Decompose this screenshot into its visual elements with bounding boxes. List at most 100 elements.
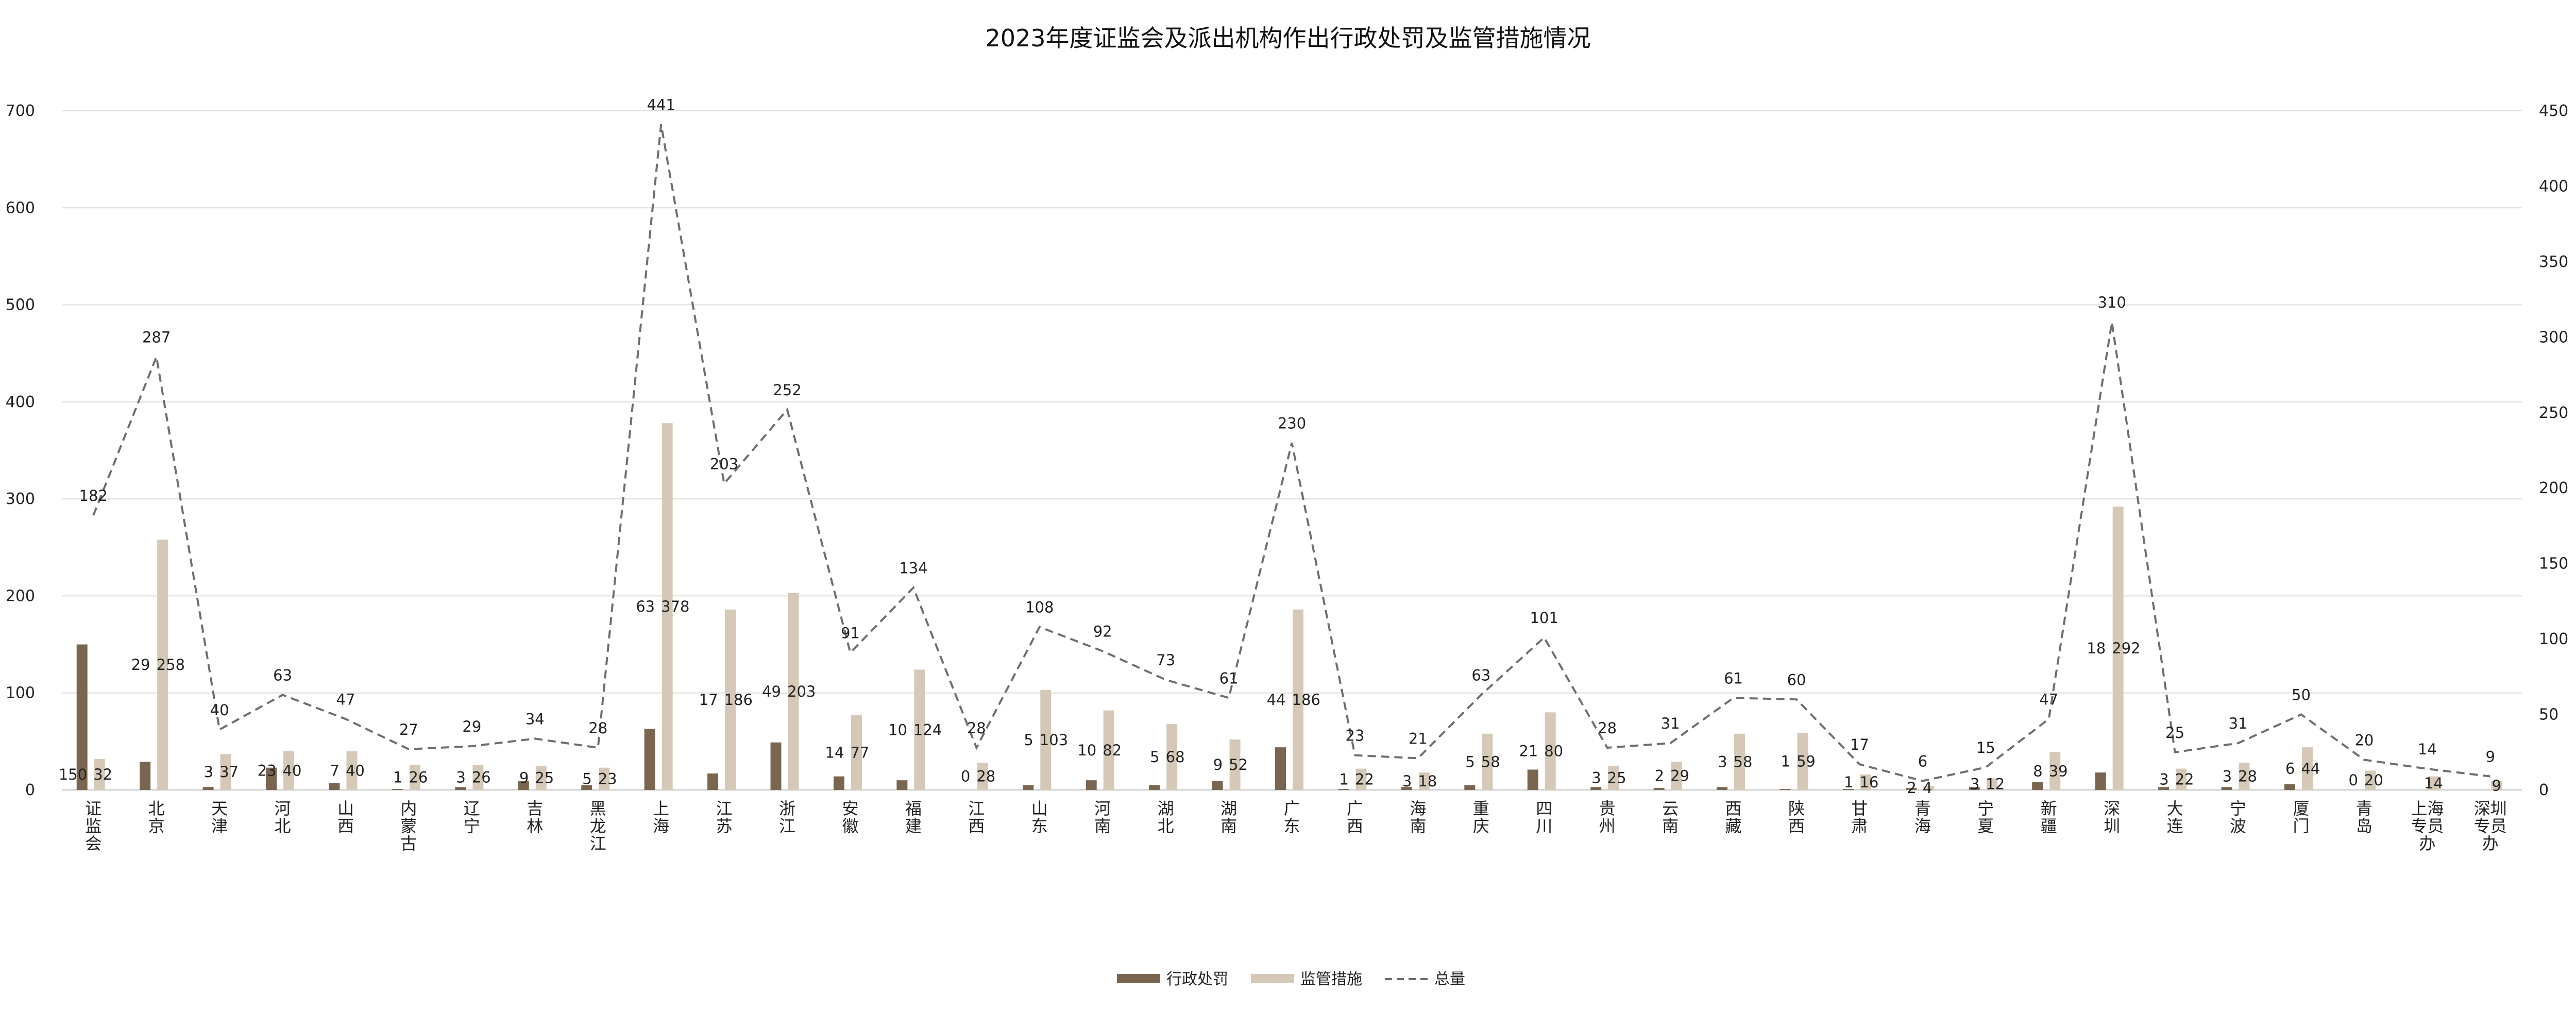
- total-line: [92, 124, 2491, 782]
- data-label-supervision-measure: 26: [409, 769, 428, 786]
- data-label-supervision-measure: 124: [913, 721, 942, 738]
- legend-swatch: [1117, 974, 1160, 983]
- category-labels: 证监会 北京 天津 河北 山西 内蒙古 辽宁 吉林 黑龙江 上海 江苏 浙江 安徽 福建 江西 山东 河南 湖北 湖…: [85, 799, 2507, 853]
- data-label-supervision-measure: 29: [1670, 767, 1689, 785]
- right-axis: 0 50 100 150 200 250 300 350 400 450: [2539, 102, 2568, 799]
- data-label-supervision-measure: 52: [1229, 756, 1248, 773]
- category-label: 上海: [653, 799, 669, 836]
- data-label-supervision-measure: 58: [1734, 753, 1753, 770]
- bar-supervision-measure: [94, 759, 105, 790]
- bar-admin-penalty: [2284, 784, 2295, 790]
- data-label-supervision-measure: 9: [2492, 777, 2501, 795]
- bar-supervision-measure: [1040, 690, 1052, 790]
- right-axis-tick-label: 50: [2539, 706, 2558, 724]
- data-label-admin-penalty: 6: [2285, 760, 2295, 778]
- data-label-admin-penalty: 10: [888, 721, 907, 738]
- data-label-total: 17: [1850, 736, 1869, 753]
- category-label: 贵州: [1599, 799, 1616, 836]
- category-label: 山东: [1031, 799, 1048, 836]
- bar-supervision-measure: [2112, 507, 2124, 790]
- category-label: 湖南: [1221, 799, 1237, 836]
- bar-admin-penalty: [2095, 772, 2106, 790]
- bar-admin-penalty: [896, 780, 908, 790]
- left-axis: 0 100 200 300 400 500 600 700: [6, 102, 35, 799]
- bar-supervision-measure: [2428, 776, 2439, 790]
- bar-supervision-measure: [535, 765, 547, 790]
- data-label-admin-penalty: 3: [1402, 772, 1412, 790]
- data-label-admin-penalty: 49: [762, 683, 781, 700]
- category-label: 大连: [2167, 799, 2183, 836]
- bar-admin-penalty: [392, 789, 403, 790]
- data-label-admin-penalty: 23: [258, 762, 277, 779]
- data-label-admin-penalty: 1: [1339, 770, 1348, 788]
- legend: 行政处罚 监管措施 总量: [1117, 970, 1465, 988]
- legend-label: 总量: [1434, 970, 1465, 988]
- data-label-admin-penalty: 5: [1024, 731, 1033, 749]
- data-label-supervision-measure: 59: [1797, 752, 1816, 770]
- data-label-admin-penalty: 3: [204, 763, 213, 781]
- left-axis-tick-label: 200: [6, 587, 35, 605]
- bar-supervision-measure: [283, 751, 295, 790]
- bar-supervision-measure: [1482, 733, 1493, 790]
- data-label-admin-penalty: 14: [825, 744, 844, 762]
- left-axis-tick-label: 500: [6, 296, 35, 314]
- data-label-supervision-measure: 37: [219, 763, 239, 781]
- bar-admin-penalty: [833, 776, 844, 790]
- bar-supervision-measure: [2301, 747, 2313, 790]
- bar-supervision-measure: [599, 767, 610, 790]
- data-label-admin-penalty: 3: [1970, 776, 1979, 793]
- bar-admin-penalty: [2158, 787, 2170, 790]
- data-label-total: 28: [967, 719, 986, 737]
- data-label-total: 203: [710, 455, 738, 473]
- bar-supervision-measure: [1923, 786, 1935, 790]
- category-label: 广东: [1283, 799, 1300, 836]
- data-label-admin-penalty: 63: [636, 598, 655, 615]
- bar-supervision-measure: [409, 765, 420, 790]
- data-label-supervision-measure: 58: [1481, 753, 1500, 770]
- data-label-supervision-measure: 44: [2301, 760, 2320, 778]
- category-label: 深圳: [2104, 799, 2120, 836]
- bars: [76, 423, 2502, 790]
- data-label-supervision-measure: 40: [346, 762, 365, 779]
- data-label-total: 287: [142, 328, 171, 346]
- bar-admin-penalty: [518, 781, 529, 790]
- bar-admin-penalty: [1401, 787, 1412, 790]
- data-label-total: 9: [2486, 748, 2495, 766]
- data-label-admin-penalty: 1: [1781, 752, 1790, 770]
- category-label: 西藏: [1725, 799, 1742, 836]
- data-label-total: 91: [841, 624, 860, 642]
- data-label-total: 101: [1530, 609, 1558, 627]
- bar-admin-penalty: [76, 644, 88, 790]
- bar-supervision-measure: [914, 669, 925, 790]
- bar-supervision-measure: [1860, 774, 1871, 790]
- bar-admin-penalty: [1149, 785, 1160, 790]
- data-label-supervision-measure: 77: [850, 744, 869, 762]
- data-label-admin-penalty: 3: [1591, 769, 1601, 786]
- total-line-path: [92, 124, 2491, 782]
- bar-admin-penalty: [1023, 785, 1034, 790]
- bar-supervision-measure: [1608, 765, 1619, 790]
- category-label: 青岛: [2356, 799, 2372, 836]
- bar-admin-penalty: [1969, 787, 1980, 790]
- bar-supervision-measure: [788, 593, 799, 790]
- data-label-admin-penalty: 44: [1267, 691, 1286, 709]
- right-axis-tick-label: 400: [2539, 177, 2568, 195]
- bar-supervision-measure: [725, 609, 736, 790]
- category-label: 黑龙江: [590, 799, 606, 853]
- right-axis-tick-label: 350: [2539, 253, 2568, 271]
- category-label: 江西: [968, 799, 985, 836]
- right-axis-tick-label: 150: [2539, 555, 2568, 573]
- data-label-total: 28: [1598, 719, 1617, 737]
- bar-admin-penalty: [1780, 789, 1791, 790]
- data-label-total: 21: [1409, 730, 1428, 747]
- right-axis-tick-label: 250: [2539, 404, 2568, 422]
- right-axis-tick-label: 300: [2539, 328, 2568, 346]
- data-label-total: 28: [588, 719, 607, 737]
- data-label-supervision-measure: 80: [1544, 743, 1563, 760]
- category-label: 宁波: [2230, 799, 2246, 836]
- data-label-total: 31: [2229, 715, 2248, 732]
- bar-admin-penalty: [1527, 769, 1538, 790]
- data-label-admin-penalty: 5: [1465, 753, 1475, 770]
- bar-admin-penalty: [266, 767, 277, 790]
